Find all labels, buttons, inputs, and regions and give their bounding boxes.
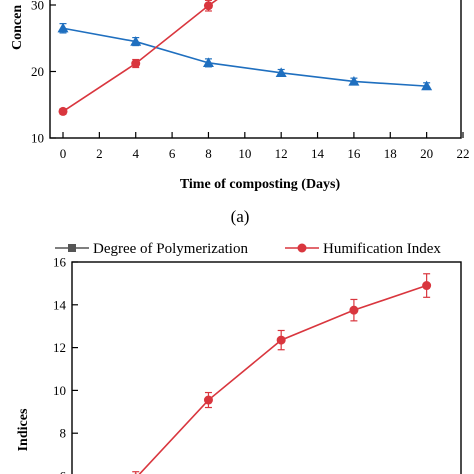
panel-b-series-0-point <box>422 281 432 291</box>
panel-a-x-tick-label: 0 <box>60 146 67 161</box>
panel-b-y-tick-label: 10 <box>53 383 66 398</box>
panel-a-label: (a) <box>231 207 250 226</box>
panel-a-series-0-point <box>348 75 360 86</box>
panel-b-y-tick-label: 6 <box>60 469 67 474</box>
panel-b-y-tick-label: 12 <box>53 340 66 355</box>
panel-b-y-tick-label: 8 <box>60 426 67 441</box>
panel-a-plot-frame <box>49 0 462 139</box>
legend-item-degree-of-polymerization: Degree of Polymerization <box>55 241 248 257</box>
panel-a-series-0-point <box>130 36 142 46</box>
legend-label-degree-of-polymerization: Degree of Polymerization <box>93 241 248 257</box>
legend-marker-circle <box>297 243 307 253</box>
panel-a-y-tick-label: 30 <box>31 0 44 13</box>
panel-b-y-tick-label: 16 <box>53 255 67 270</box>
panel-a-x-ticks: 0 2 4 6 8 10 12 14 16 18 20 22 <box>60 132 470 161</box>
panel-b-series-0-point <box>276 335 286 345</box>
panel-a-x-tick-label: 2 <box>96 146 103 161</box>
panel-a-x-axis-label: Time of composting (Days) <box>180 177 341 192</box>
panel-a-series-0-point <box>421 80 433 91</box>
panel-a-x-tick-label: 8 <box>205 146 212 161</box>
panel-a-y-axis-label: Concen <box>10 5 25 50</box>
legend-label-humification-index: Humification Index <box>323 241 441 257</box>
panel-b-y-axis-label: Indices <box>16 408 31 451</box>
panel-a-x-tick-label: 6 <box>169 146 176 161</box>
panel-b-legend: Degree of Polymerization Humification In… <box>55 241 441 257</box>
panel-a-series-0-point <box>57 22 69 33</box>
panel-a-series-1-point <box>58 106 68 116</box>
panel-a-series-1-line <box>62 0 218 113</box>
panel-a-x-tick-label: 20 <box>420 146 433 161</box>
panel-b-y-tick-label: 14 <box>53 297 67 312</box>
legend-item-humification-index: Humification Index <box>285 241 441 257</box>
panel-a-series <box>57 0 433 116</box>
panel-a-y-tick-label: 10 <box>31 131 44 146</box>
panel-a-x-tick-label: 14 <box>311 146 325 161</box>
panel-b-series <box>132 273 432 474</box>
panel-b-series-0-point <box>349 305 359 315</box>
panel-b-plot-frame <box>71 261 462 474</box>
panel-a-series-0-point <box>275 67 287 77</box>
panel-a-x-tick-label: 22 <box>457 146 470 161</box>
panel-b-y-ticks: 6 8 10 12 14 16 <box>53 255 78 474</box>
panel-a-series-0-point <box>202 57 214 67</box>
legend-marker-square <box>68 244 76 252</box>
panel-a-x-tick-label: 4 <box>132 146 139 161</box>
panel-a-x-tick-label: 12 <box>275 146 288 161</box>
panel-a: 10 20 30 0 2 4 6 8 10 12 14 16 18 20 22 Concen Time o… <box>10 0 470 226</box>
panel-a-y-tick-label: 20 <box>31 64 44 79</box>
panel-a-series-0-line <box>62 27 427 87</box>
panel-a-series-1-point <box>203 1 213 11</box>
panel-b-series-0-point <box>203 395 213 405</box>
panel-a-series-1-point <box>131 59 141 69</box>
panel-b-series-0-line <box>138 284 427 474</box>
panel-a-x-tick-label: 16 <box>347 146 361 161</box>
panel-a-y-ticks: 10 20 30 <box>31 0 56 146</box>
panel-b: Degree of Polymerization Humification In… <box>16 241 462 474</box>
panel-a-x-tick-label: 10 <box>238 146 251 161</box>
panel-a-x-tick-label: 18 <box>384 146 397 161</box>
